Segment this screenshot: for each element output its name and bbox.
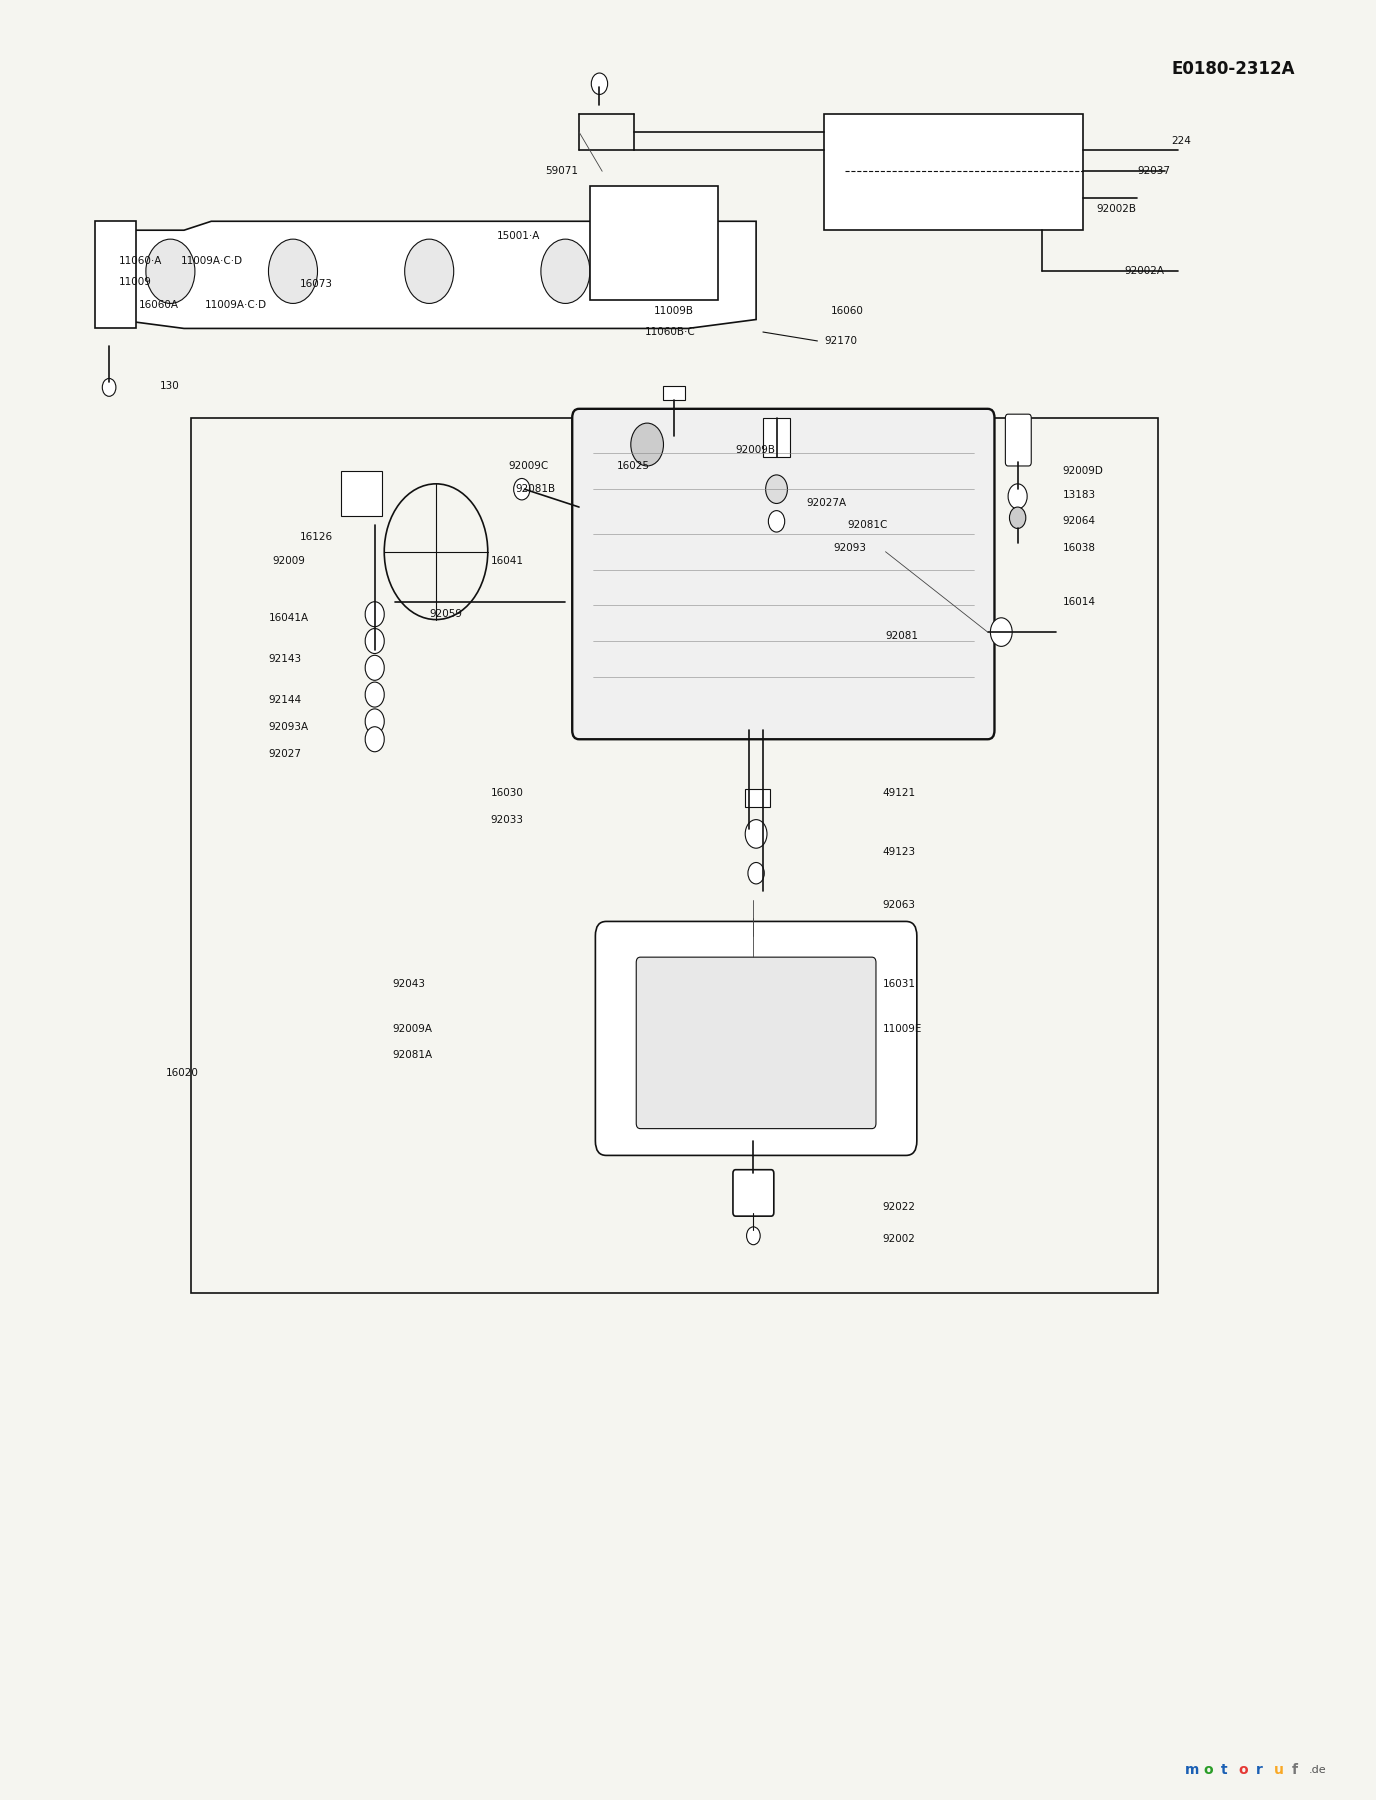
Text: 92009D: 92009D bbox=[1062, 466, 1104, 477]
Circle shape bbox=[541, 239, 590, 304]
Text: 92002A: 92002A bbox=[1124, 266, 1164, 275]
Text: 92081C: 92081C bbox=[848, 520, 888, 529]
Text: 92043: 92043 bbox=[392, 979, 425, 988]
Text: 92002: 92002 bbox=[883, 1235, 915, 1244]
Circle shape bbox=[749, 862, 764, 884]
Polygon shape bbox=[116, 221, 755, 328]
Bar bbox=[191, 418, 1159, 1292]
Circle shape bbox=[146, 239, 195, 304]
Text: 92081A: 92081A bbox=[392, 1051, 432, 1060]
Text: 16126: 16126 bbox=[300, 533, 333, 542]
Text: 92037: 92037 bbox=[1138, 166, 1171, 176]
Text: 92009: 92009 bbox=[272, 556, 305, 565]
Circle shape bbox=[268, 239, 318, 304]
Text: 49121: 49121 bbox=[883, 788, 916, 797]
Circle shape bbox=[768, 511, 784, 533]
Bar bbox=[746, 788, 769, 806]
Text: .de: .de bbox=[1309, 1764, 1326, 1775]
Text: t: t bbox=[1221, 1762, 1227, 1777]
Text: 92002B: 92002B bbox=[1097, 203, 1137, 214]
Text: 59071: 59071 bbox=[545, 166, 578, 176]
Text: 11009E: 11009E bbox=[883, 1024, 922, 1033]
Bar bbox=[341, 472, 381, 517]
FancyBboxPatch shape bbox=[824, 113, 1083, 230]
Text: 16060A: 16060A bbox=[139, 301, 179, 310]
Text: 92009C: 92009C bbox=[508, 461, 549, 472]
Circle shape bbox=[513, 479, 530, 500]
Circle shape bbox=[365, 601, 384, 626]
Text: 16014: 16014 bbox=[1062, 598, 1095, 607]
Text: 92093A: 92093A bbox=[268, 722, 308, 733]
Text: o: o bbox=[1238, 1762, 1248, 1777]
Circle shape bbox=[365, 709, 384, 734]
Text: 16025: 16025 bbox=[618, 461, 651, 472]
Circle shape bbox=[1010, 508, 1025, 529]
Text: 92170: 92170 bbox=[824, 337, 857, 346]
Text: 92093: 92093 bbox=[834, 544, 867, 553]
Circle shape bbox=[746, 819, 766, 848]
Text: 11009A·C·D: 11009A·C·D bbox=[182, 256, 244, 266]
Circle shape bbox=[765, 475, 787, 504]
Text: 15001·A: 15001·A bbox=[497, 230, 541, 241]
Text: 16073: 16073 bbox=[300, 279, 333, 288]
Text: 16041A: 16041A bbox=[268, 612, 308, 623]
Text: 92027: 92027 bbox=[268, 749, 301, 758]
Circle shape bbox=[1009, 484, 1026, 509]
Bar bbox=[663, 385, 685, 400]
Text: 92027A: 92027A bbox=[806, 499, 846, 508]
Bar bbox=[762, 418, 790, 457]
Circle shape bbox=[747, 1228, 760, 1246]
Text: 11009A·C·D: 11009A·C·D bbox=[205, 301, 267, 310]
Text: 224: 224 bbox=[1171, 137, 1192, 146]
FancyBboxPatch shape bbox=[636, 958, 877, 1129]
Text: 92081B: 92081B bbox=[515, 484, 555, 495]
Text: f: f bbox=[1292, 1762, 1298, 1777]
Text: 49123: 49123 bbox=[883, 846, 916, 857]
Circle shape bbox=[592, 74, 608, 94]
Text: 16060: 16060 bbox=[831, 306, 864, 315]
Text: E0180-2312A: E0180-2312A bbox=[1171, 61, 1295, 79]
Circle shape bbox=[365, 628, 384, 653]
Circle shape bbox=[991, 617, 1013, 646]
Text: 92064: 92064 bbox=[1062, 517, 1095, 526]
Text: 92063: 92063 bbox=[883, 900, 916, 911]
Text: 92059: 92059 bbox=[429, 608, 462, 619]
Text: 11060·A: 11060·A bbox=[118, 256, 162, 266]
Text: 13183: 13183 bbox=[1062, 490, 1095, 500]
Text: 16031: 16031 bbox=[883, 979, 916, 988]
FancyBboxPatch shape bbox=[1006, 414, 1031, 466]
Text: 11009B: 11009B bbox=[654, 306, 694, 315]
Text: 16030: 16030 bbox=[490, 788, 523, 797]
Text: 11009: 11009 bbox=[118, 277, 151, 286]
Circle shape bbox=[630, 423, 663, 466]
Circle shape bbox=[365, 727, 384, 752]
Text: 16041: 16041 bbox=[490, 556, 523, 565]
Text: 92033: 92033 bbox=[490, 815, 523, 824]
Text: 92143: 92143 bbox=[268, 653, 301, 664]
FancyBboxPatch shape bbox=[590, 185, 718, 301]
Text: 92022: 92022 bbox=[883, 1202, 916, 1211]
Text: 130: 130 bbox=[160, 380, 179, 391]
Text: 92144: 92144 bbox=[268, 695, 301, 706]
Text: 92009A: 92009A bbox=[392, 1024, 432, 1033]
Text: 92081: 92081 bbox=[886, 630, 919, 641]
Circle shape bbox=[365, 655, 384, 680]
Text: 16038: 16038 bbox=[1062, 544, 1095, 553]
FancyBboxPatch shape bbox=[733, 1170, 773, 1217]
Text: o: o bbox=[1203, 1762, 1212, 1777]
Polygon shape bbox=[95, 221, 136, 328]
Circle shape bbox=[365, 682, 384, 707]
Text: 16020: 16020 bbox=[166, 1067, 200, 1078]
Text: 11060B·C: 11060B·C bbox=[644, 328, 695, 337]
Circle shape bbox=[384, 484, 487, 619]
Circle shape bbox=[102, 378, 116, 396]
Text: u: u bbox=[1274, 1762, 1284, 1777]
Circle shape bbox=[405, 239, 454, 304]
Text: r: r bbox=[1256, 1762, 1263, 1777]
FancyBboxPatch shape bbox=[572, 409, 995, 740]
Text: 92009B: 92009B bbox=[736, 445, 776, 455]
FancyBboxPatch shape bbox=[596, 922, 916, 1156]
Text: m: m bbox=[1185, 1762, 1200, 1777]
